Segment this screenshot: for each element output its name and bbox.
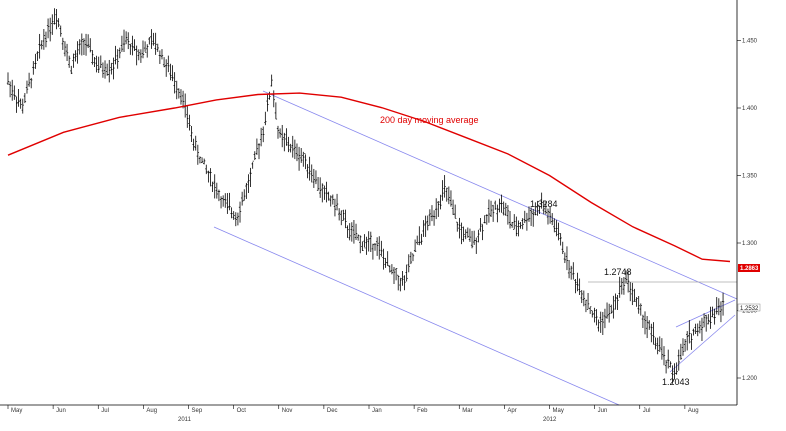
channel-upper-line: [262, 90, 738, 300]
y-tick-label: 1.350: [742, 174, 758, 180]
price-badge-ma-bg: [738, 264, 760, 272]
x-tick-label: Aug: [688, 408, 699, 414]
annotation-1-2748: 1.2748: [604, 267, 632, 277]
x-tick-label: Dec: [327, 408, 338, 414]
moving-average-line: [7, 92, 731, 263]
x-tick-label: Aug: [146, 408, 157, 414]
y-tick-label: 1.250: [742, 309, 758, 315]
y-tick-label: 1.450: [742, 39, 758, 45]
x-tick-label: Sep: [192, 408, 203, 414]
annotation-1-3284: 1.3284: [530, 199, 558, 209]
y-tick-label: 1.400: [742, 106, 758, 112]
trend-lines: [213, 90, 738, 406]
price-badge-ma: 1.2863: [738, 264, 760, 272]
ma-label: 200 day moving average: [380, 115, 479, 125]
annotation-1-2043: 1.2043: [662, 377, 690, 387]
x-tick-label: Feb: [417, 408, 428, 414]
wedge-lower-line: [669, 314, 736, 373]
x-tick-label: Mar: [462, 408, 472, 414]
moving-average-series: [7, 92, 731, 263]
x-tick-label: Nov: [282, 408, 293, 414]
price-badge-last-text: 1.2532: [740, 306, 759, 312]
x-tick-label: Apr: [507, 408, 516, 414]
price-badge-ma-text: 1.2863: [740, 266, 759, 272]
x-year-label-2011: 2011: [178, 417, 192, 423]
x-tick-label: Jul: [643, 408, 651, 414]
x-tick-label: Jan: [372, 408, 382, 414]
channel-lower-line: [213, 226, 620, 406]
price-badge-last: 1.2532: [737, 303, 761, 312]
x-year-label-2012: 2012: [543, 417, 557, 423]
x-tick-label: May: [11, 408, 22, 414]
y-axis-ticks: 1.450 1.400 1.350 1.300 1.250 1.200: [737, 39, 758, 382]
price-badge-last-bg: [737, 303, 761, 312]
x-tick-label: Oct: [237, 408, 247, 414]
y-tick-label: 1.200: [742, 376, 758, 382]
wedge-upper-line: [675, 299, 736, 328]
y-tick-label: 1.300: [742, 241, 758, 247]
x-tick-label: May: [553, 408, 564, 414]
x-tick-label: Jul: [101, 408, 109, 414]
price-series: [6, 8, 725, 384]
x-axis-ticks: May Jun Jul Aug Sep Oct Nov Dec Jan Feb Mar Apr May J…: [7, 405, 699, 414]
x-tick-label: Jun: [598, 408, 608, 414]
x-tick-label: Jun: [56, 408, 66, 414]
